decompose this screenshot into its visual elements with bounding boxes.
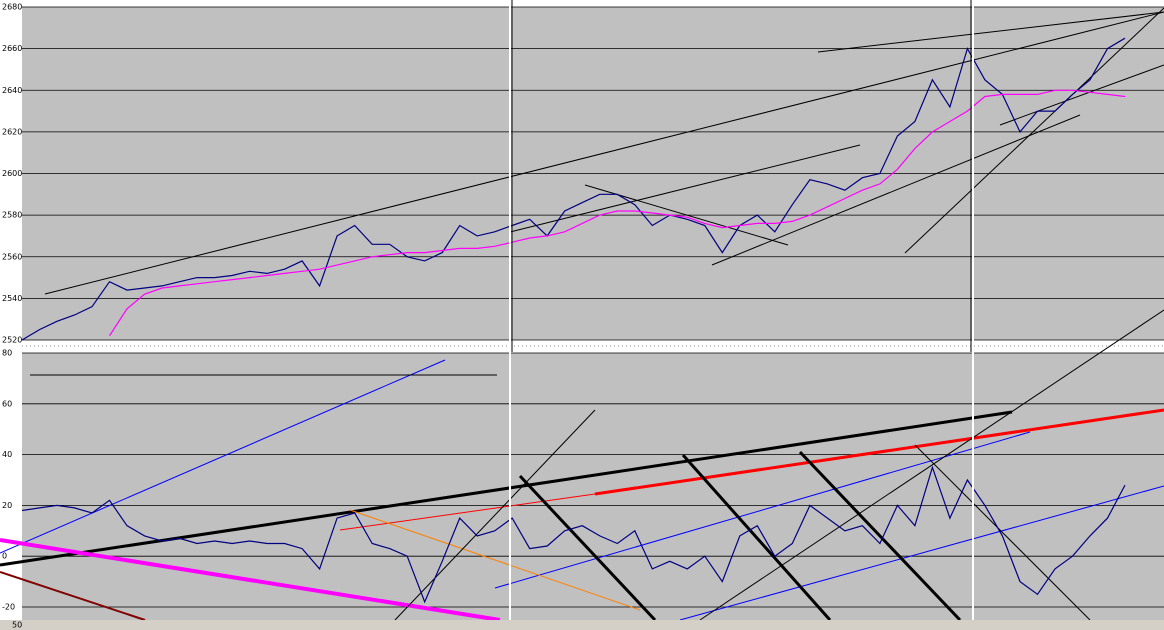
- y-tick-label: 2600: [2, 169, 22, 178]
- y-tick-label: 2680: [2, 3, 22, 12]
- y-tick-label: 0: [2, 552, 7, 561]
- y-tick-label: 2640: [2, 86, 22, 95]
- y-tick-label: 2560: [2, 252, 22, 261]
- y-tick-label: 80: [2, 349, 12, 358]
- y-tick-label: 2580: [2, 211, 22, 220]
- series: [21, 37, 1126, 604]
- panel-separators: [509, 0, 974, 620]
- bottom-plot-bg: [22, 353, 1164, 620]
- y-tick-label: 2660: [2, 44, 22, 53]
- series-line: [21, 465, 1126, 604]
- y-tick-label: -20: [2, 603, 15, 612]
- trendlines: [0, 7, 1164, 622]
- panel-borders: [511, 0, 972, 352]
- y-tick-label: 60: [2, 399, 12, 408]
- zoom-label: 50: [12, 621, 22, 630]
- y-tick-label: 40: [2, 450, 12, 459]
- series-line: [21, 37, 1126, 341]
- y-tick-label: 2520: [2, 336, 22, 345]
- series-line: [108, 89, 1126, 337]
- x-axis-strip: [22, 340, 1164, 352]
- y-tick-label: 20: [2, 501, 12, 510]
- y-tick-label: 2540: [2, 294, 22, 303]
- status-bar: [0, 620, 1164, 630]
- y-tick-label: 2620: [2, 127, 22, 136]
